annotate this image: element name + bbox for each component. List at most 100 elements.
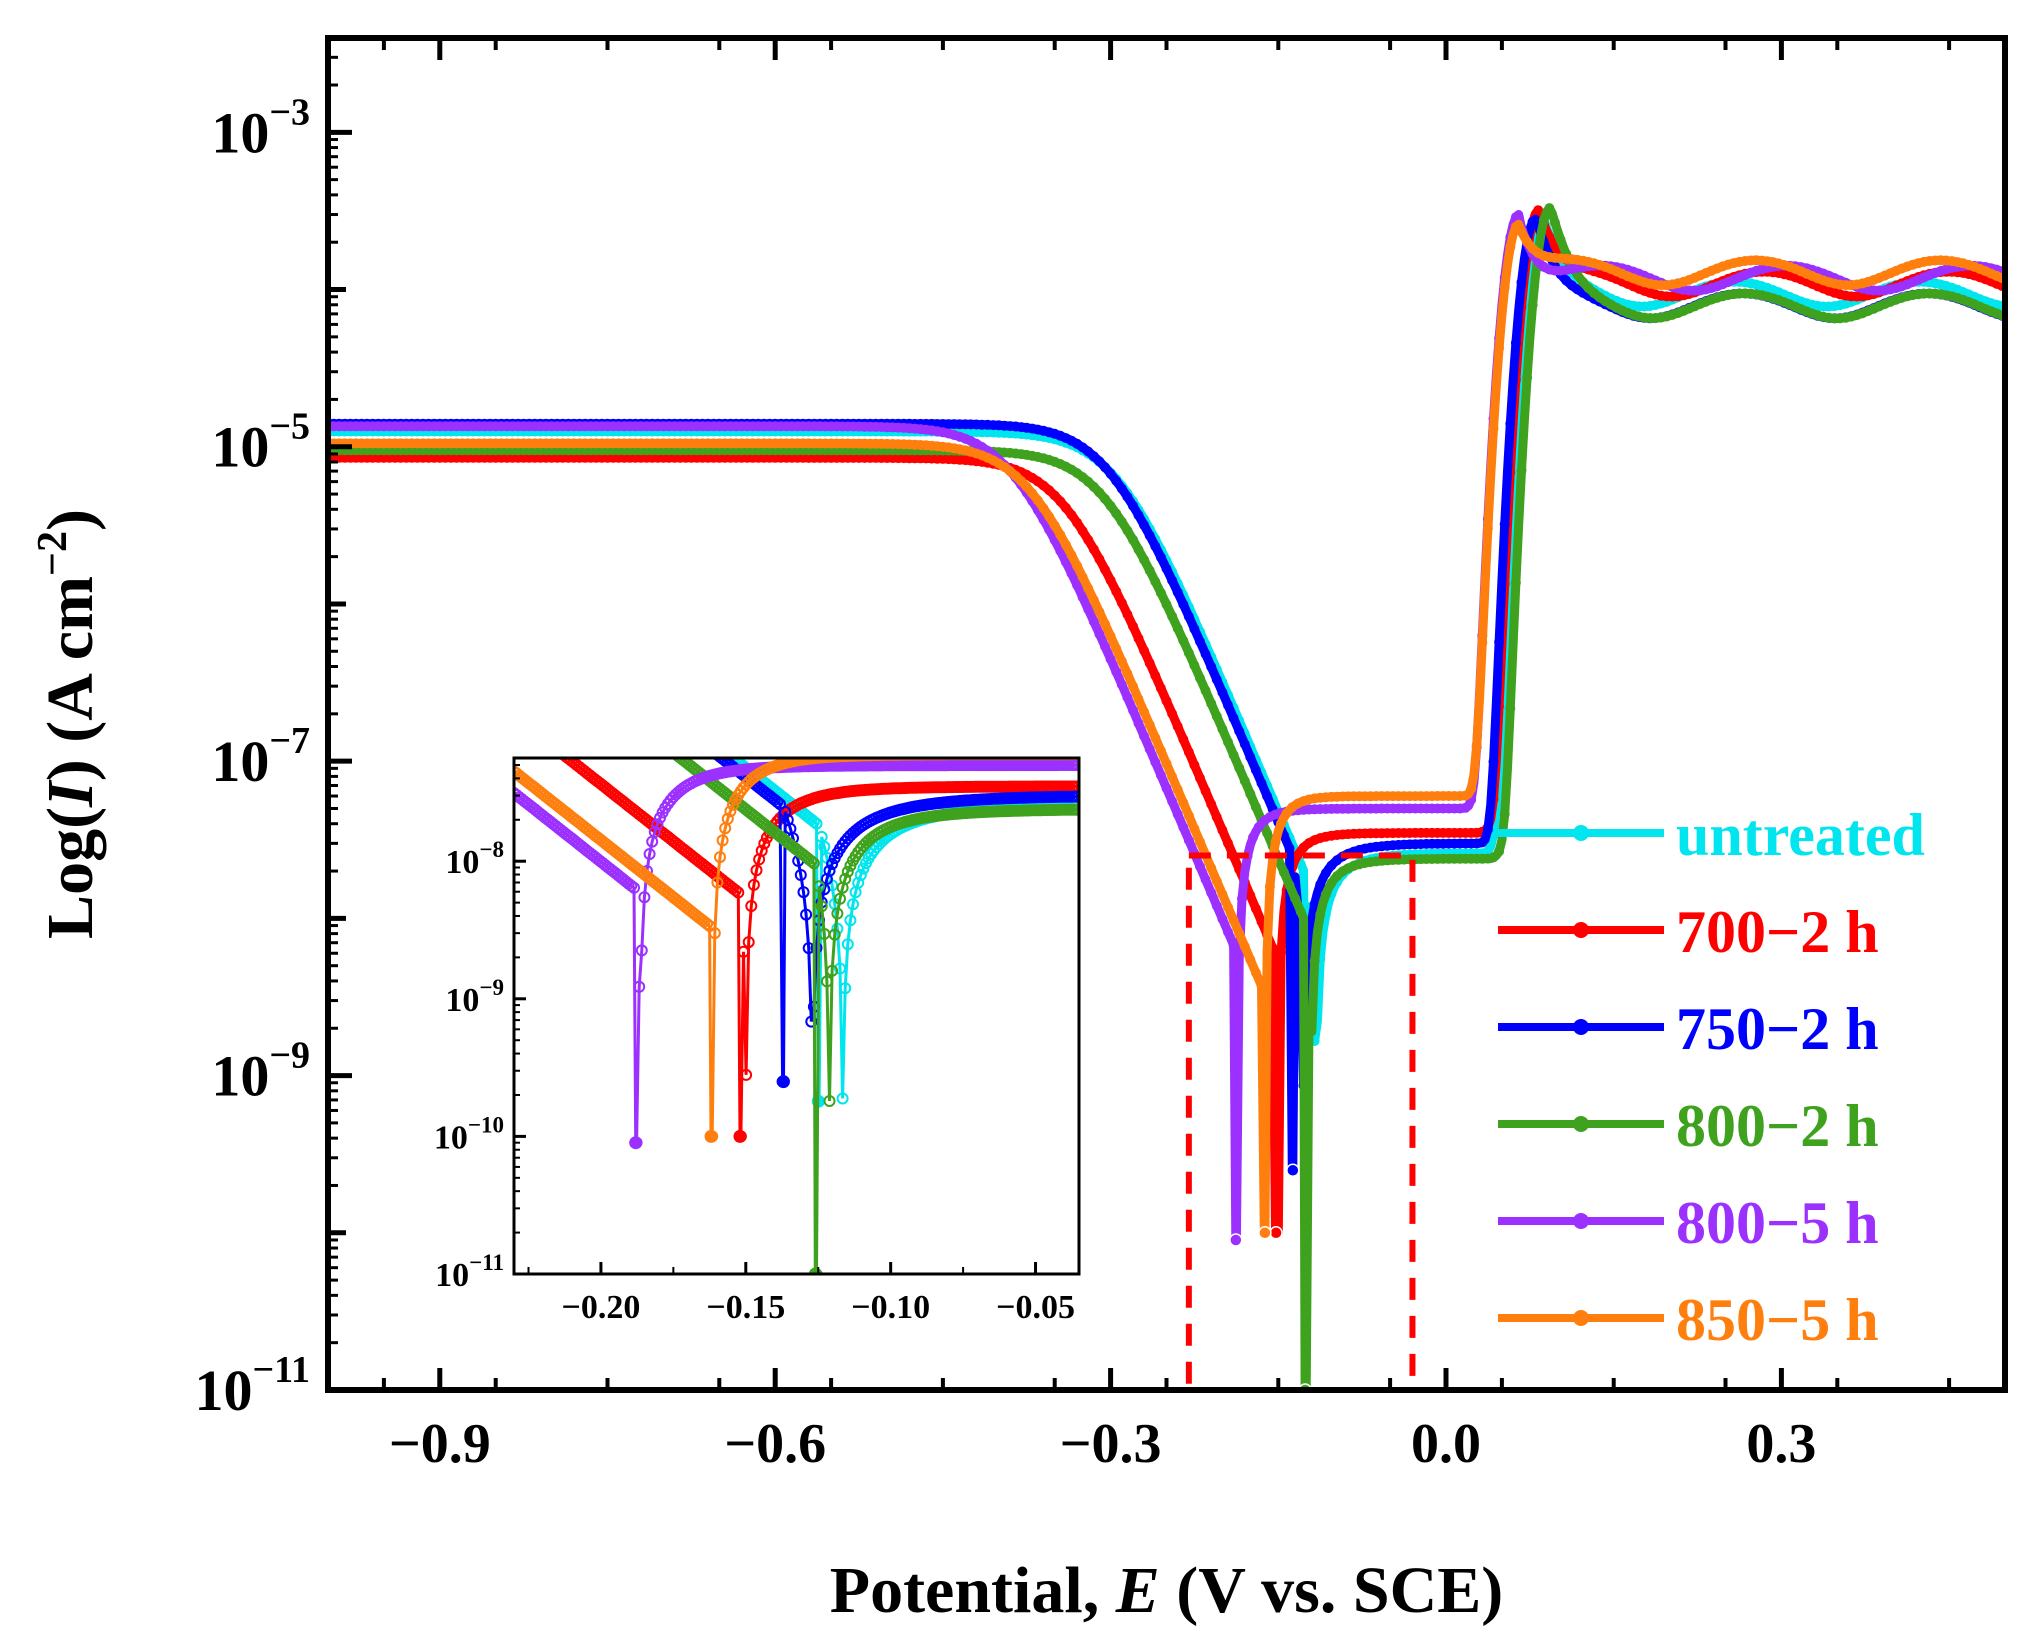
inset-series-point-750-2-h bbox=[820, 873, 833, 885]
series-point-750-2-h bbox=[1211, 674, 1222, 685]
series-point-850-5-h bbox=[1133, 694, 1144, 705]
series-point-750-2-h bbox=[1105, 468, 1116, 479]
legend-item-800-5-h: 800−5 h bbox=[1498, 1190, 1879, 1256]
x-axis-title-prefix: Potential, bbox=[830, 1554, 1116, 1627]
series-point-750-2-h bbox=[1116, 483, 1127, 494]
y-tick-exponent: −11 bbox=[252, 1349, 310, 1391]
series-point-800-5-h bbox=[1183, 835, 1194, 846]
inset-series-point-untreated bbox=[854, 869, 867, 881]
inset-series-point-700-2-h bbox=[755, 844, 768, 857]
series-point-700-2-h bbox=[1183, 747, 1194, 758]
series-point-750-2-h bbox=[1206, 661, 1217, 672]
series-point-750-2-h bbox=[1488, 756, 1499, 767]
series-point-850-5-h bbox=[1245, 954, 1256, 965]
series-point-750-2-h bbox=[1133, 510, 1144, 521]
series-point-800-5-h bbox=[1211, 900, 1222, 911]
series-point-800-2-h bbox=[1144, 565, 1155, 576]
legend-label-untreated: untreated bbox=[1676, 802, 1925, 868]
inset-ecorr-point-750-2-h bbox=[776, 1075, 790, 1089]
series-point-750-2-h bbox=[1510, 337, 1521, 348]
series-point-800-2-h bbox=[1139, 554, 1150, 565]
series-point-800-2-h bbox=[1178, 635, 1189, 646]
series-point-700-2-h bbox=[1128, 621, 1138, 632]
series-point-800-5-h bbox=[1105, 654, 1116, 665]
inset-series-point-800-5-h bbox=[635, 944, 648, 957]
inset-series-line-850-5-h bbox=[514, 758, 835, 1138]
series-point-850-5-h bbox=[1494, 342, 1505, 353]
series-point-700-2-h bbox=[1094, 554, 1105, 565]
series-point-800-2-h bbox=[1522, 372, 1533, 383]
series-point-700-2-h bbox=[1144, 658, 1155, 669]
series-point-800-2-h bbox=[1211, 711, 1222, 722]
y-tick-base: 10 bbox=[211, 100, 269, 165]
series-point-800-2-h bbox=[1217, 724, 1228, 735]
inset-ecorr-point-700-2-h bbox=[733, 1129, 747, 1143]
inset-y-tick-exponent: −9 bbox=[479, 975, 504, 1000]
series-point-750-2-h bbox=[1161, 563, 1172, 574]
series-point-800-2-h bbox=[1550, 217, 1560, 228]
inset-series-point-untreated bbox=[834, 962, 846, 975]
series-point-800-5-h bbox=[1460, 802, 1471, 813]
inset-x-tick-label: −0.10 bbox=[851, 1289, 930, 1326]
series-point-750-2-h bbox=[1189, 624, 1200, 634]
series-point-800-2-h bbox=[1122, 525, 1133, 536]
inset-series-point-800-2-h bbox=[841, 865, 854, 878]
series-point-800-5-h bbox=[1223, 927, 1233, 937]
y-axis-title: Log(I) (A cm−2) bbox=[30, 509, 107, 939]
series-point-800-2-h bbox=[1105, 500, 1116, 511]
x-tick-label: 0.0 bbox=[1411, 1413, 1481, 1475]
series-point-800-5-h bbox=[1083, 604, 1094, 615]
series-point-800-2-h bbox=[1234, 762, 1245, 773]
series-point-850-5-h bbox=[1270, 837, 1281, 848]
y-axis-title-prefix: Log( bbox=[34, 807, 107, 939]
inset-frame bbox=[512, 756, 1081, 1276]
legend-label-800-5-h: 800−5 h bbox=[1676, 1190, 1879, 1256]
series-point-850-5-h bbox=[1516, 226, 1527, 237]
legend-label-850-5-h: 850−5 h bbox=[1676, 1287, 1879, 1353]
series-point-800-2-h bbox=[1284, 880, 1295, 891]
inset-series-point-800-2-h bbox=[834, 892, 846, 905]
series-point-800-5-h bbox=[1139, 731, 1150, 742]
inset-series-point-untreated bbox=[839, 982, 852, 995]
series-point-800-2-h bbox=[1538, 215, 1549, 226]
series-point-800-2-h bbox=[1100, 493, 1110, 504]
series-point-750-2-h bbox=[1172, 587, 1183, 598]
series-point-850-5-h bbox=[1522, 236, 1533, 247]
legend-item-850-5-h: 850−5 h bbox=[1498, 1287, 1879, 1353]
ecorr-point-800-5-h bbox=[1229, 1233, 1243, 1247]
series-point-700-2-h bbox=[1150, 670, 1161, 681]
series-point-750-2-h bbox=[1516, 277, 1527, 288]
inset-y-tick-exponent: −8 bbox=[479, 837, 504, 862]
series-point-750-2-h bbox=[1150, 541, 1161, 552]
series-point-750-2-h bbox=[1234, 726, 1245, 737]
inset-ecorr-point-850-5-h bbox=[704, 1129, 718, 1143]
inset-series-point-700-2-h bbox=[758, 837, 771, 850]
series-point-850-5-h bbox=[1105, 631, 1116, 642]
x-tick-label: −0.9 bbox=[389, 1413, 491, 1475]
series-point-800-2-h bbox=[1172, 623, 1183, 634]
ecorr-point-750-2-h bbox=[1286, 1163, 1300, 1177]
inset-series-point-700-2-h bbox=[737, 945, 750, 958]
inset-series-point-850-5-h bbox=[716, 834, 729, 847]
y-tick-label: 10−7 bbox=[211, 720, 310, 794]
legend-group: untreated 700−2 h 750−2 h 800−2 h 800−5 h 850… bbox=[1498, 802, 1925, 1353]
series-point-850-5-h bbox=[1477, 637, 1488, 648]
y-tick-exponent: −9 bbox=[269, 1035, 310, 1077]
series-point-800-5-h bbox=[1072, 580, 1083, 591]
series-point-850-5-h bbox=[1223, 902, 1233, 913]
series-point-750-2-h bbox=[1183, 611, 1194, 622]
inset-series-point-850-5-h bbox=[721, 812, 734, 825]
series-point-850-5-h bbox=[1281, 808, 1292, 819]
legend-swatch-marker-700-2-h bbox=[1573, 922, 1589, 938]
inset-series-point-untreated bbox=[847, 898, 859, 911]
series-point-750-2-h bbox=[1245, 752, 1256, 763]
y-axis-title-end: ) bbox=[34, 509, 107, 531]
series-point-700-2-h bbox=[1217, 825, 1228, 836]
inset-series-point-800-2-h bbox=[813, 880, 826, 893]
series-point-700-2-h bbox=[1088, 544, 1099, 555]
main-series-group bbox=[328, 203, 2005, 1390]
series-point-750-2-h bbox=[1228, 713, 1239, 724]
x-tick-label: −0.6 bbox=[724, 1413, 826, 1475]
series-point-800-2-h bbox=[1278, 867, 1289, 878]
y-tick-exponent: −5 bbox=[269, 406, 310, 448]
